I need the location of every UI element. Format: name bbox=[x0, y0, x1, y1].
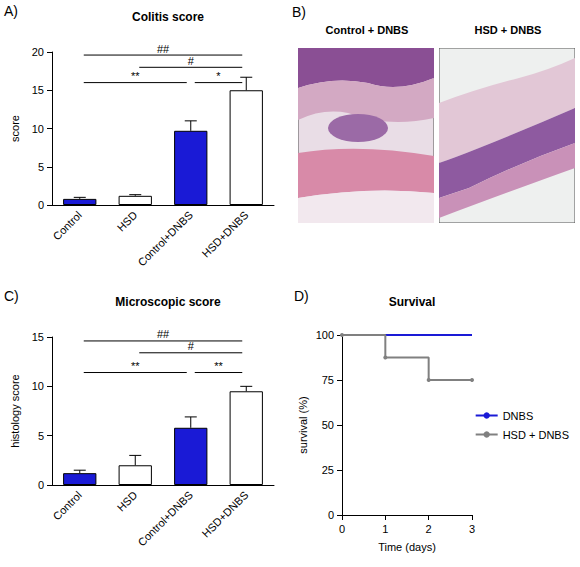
svg-text:10: 10 bbox=[32, 380, 44, 392]
svg-text:Control: Control bbox=[50, 489, 84, 523]
svg-text:Survival: Survival bbox=[389, 295, 436, 309]
svg-text:20: 20 bbox=[32, 46, 44, 58]
svg-text:0: 0 bbox=[38, 479, 44, 491]
svg-text:0: 0 bbox=[339, 523, 345, 535]
svg-text:Control+DNBS: Control+DNBS bbox=[135, 209, 195, 269]
svg-text:*: * bbox=[216, 70, 221, 82]
svg-text:HSD: HSD bbox=[115, 489, 140, 514]
svg-text:HSD+DNBS: HSD+DNBS bbox=[199, 489, 250, 540]
svg-text:5: 5 bbox=[38, 161, 44, 173]
svg-text:10: 10 bbox=[32, 123, 44, 135]
html-text:HSD + DNBS: HSD + DNBS bbox=[474, 24, 542, 36]
svg-text:Control: Control bbox=[50, 209, 84, 243]
svg-text:75: 75 bbox=[322, 374, 334, 386]
html-text:Control + DNBS: Control + DNBS bbox=[325, 24, 409, 36]
svg-text:5: 5 bbox=[38, 430, 44, 442]
svg-text:Control+DNBS: Control+DNBS bbox=[135, 489, 195, 549]
svg-text:HSD: HSD bbox=[115, 209, 140, 234]
svg-text:Time (days): Time (days) bbox=[378, 541, 436, 553]
html-text:B): B) bbox=[292, 4, 306, 20]
svg-text:15: 15 bbox=[32, 84, 44, 96]
svg-text:2: 2 bbox=[426, 523, 432, 535]
svg-text:#: # bbox=[188, 55, 195, 67]
svg-text:50: 50 bbox=[322, 419, 334, 431]
svg-text:Colitis score: Colitis score bbox=[132, 10, 204, 24]
svg-text:histology score: histology score bbox=[9, 374, 21, 447]
svg-text:HSD+DNBS: HSD+DNBS bbox=[199, 209, 250, 260]
svg-text:D): D) bbox=[294, 288, 309, 304]
svg-text:3: 3 bbox=[469, 523, 475, 535]
svg-text:15: 15 bbox=[32, 331, 44, 343]
svg-text:score: score bbox=[9, 115, 21, 142]
svg-text:##: ## bbox=[157, 43, 170, 55]
svg-text:A): A) bbox=[4, 3, 18, 19]
svg-text:25: 25 bbox=[322, 464, 334, 476]
svg-text:Microscopic score: Microscopic score bbox=[115, 295, 221, 309]
svg-text:0: 0 bbox=[328, 509, 334, 521]
svg-text:#: # bbox=[188, 340, 195, 352]
svg-text:100: 100 bbox=[316, 329, 334, 341]
svg-text:1: 1 bbox=[382, 523, 388, 535]
svg-text:##: ## bbox=[157, 328, 170, 340]
svg-text:HSD + DNBS: HSD + DNBS bbox=[503, 429, 569, 441]
svg-text:DNBS: DNBS bbox=[503, 410, 534, 422]
svg-text:**: ** bbox=[214, 360, 223, 372]
svg-text:C): C) bbox=[4, 288, 19, 304]
svg-text:**: ** bbox=[131, 360, 140, 372]
svg-text:**: ** bbox=[131, 70, 140, 82]
svg-text:0: 0 bbox=[38, 199, 44, 211]
svg-text:survival (%): survival (%) bbox=[297, 396, 309, 453]
